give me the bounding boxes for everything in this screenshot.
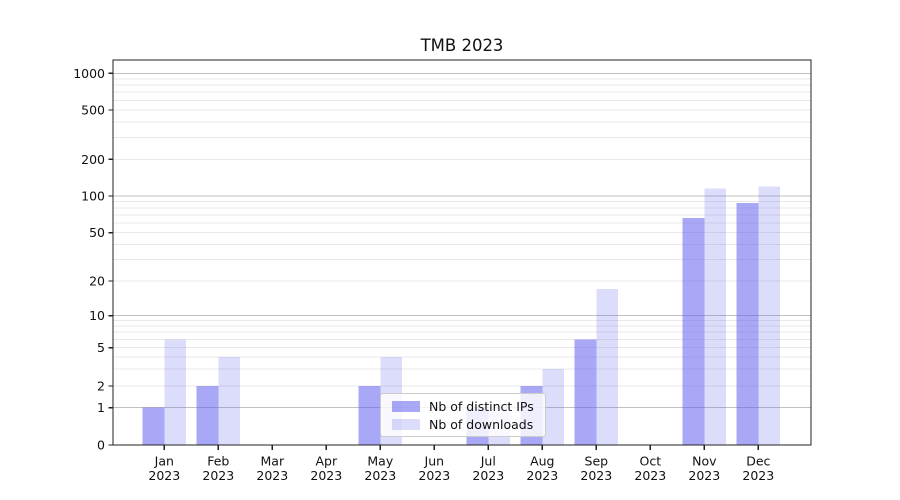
axis-frame bbox=[112, 59, 812, 446]
x-tick-label-year: 2023 bbox=[148, 468, 180, 483]
x-tick-label-year: 2023 bbox=[256, 468, 288, 483]
legend-item-distinct-ips: Nb of distinct IPs bbox=[392, 399, 539, 414]
bar-ips-jan bbox=[142, 407, 165, 445]
x-tick-label-year: 2023 bbox=[202, 468, 234, 483]
y-tick-label: 20 bbox=[89, 274, 105, 289]
legend: Nb of distinct IPs Nb of downloads bbox=[380, 393, 546, 437]
x-tick-label-year: 2023 bbox=[742, 468, 774, 483]
x-tick-label-month: Dec bbox=[746, 454, 770, 469]
y-tick-label: 10 bbox=[89, 308, 105, 323]
x-tick-label-year: 2023 bbox=[526, 468, 558, 483]
x-tick-label-month: Nov bbox=[692, 454, 717, 469]
y-tick-label: 500 bbox=[81, 103, 105, 118]
bar-ips-feb bbox=[196, 386, 219, 445]
x-tick-label-month: Aug bbox=[530, 454, 554, 469]
x-tick-label-year: 2023 bbox=[580, 468, 612, 483]
x-tick-label-year: 2023 bbox=[688, 468, 720, 483]
x-tick-label-year: 2023 bbox=[364, 468, 396, 483]
bar-ips-sep bbox=[574, 339, 597, 445]
x-tick-label-year: 2023 bbox=[418, 468, 450, 483]
bar-downloads-feb bbox=[218, 357, 240, 445]
x-tick-label-month: Apr bbox=[315, 454, 337, 469]
y-tick-label: 1000 bbox=[73, 66, 105, 81]
y-tick-label: 0 bbox=[97, 438, 105, 453]
legend-label-distinct-ips: Nb of distinct IPs bbox=[429, 398, 534, 414]
legend-item-downloads: Nb of downloads bbox=[392, 417, 539, 432]
x-tick-label-month: Sep bbox=[585, 454, 609, 469]
legend-label-downloads: Nb of downloads bbox=[429, 416, 534, 432]
bar-ips-dec bbox=[736, 202, 759, 445]
bar-downloads-dec bbox=[758, 186, 780, 446]
y-tick-label: 50 bbox=[89, 225, 105, 240]
bar-downloads-sep bbox=[596, 289, 618, 445]
bar-downloads-nov bbox=[704, 188, 726, 445]
bar-ips-may bbox=[358, 386, 381, 445]
bar-downloads-jan bbox=[164, 339, 186, 445]
bar-ips-nov bbox=[682, 218, 705, 445]
y-tick-label: 100 bbox=[81, 189, 105, 204]
x-tick-label-month: Jul bbox=[480, 454, 496, 469]
x-tick-label-year: 2023 bbox=[472, 468, 504, 483]
legend-swatch-downloads bbox=[392, 418, 420, 430]
bar-downloads-aug bbox=[542, 369, 564, 445]
y-tick-label: 1 bbox=[97, 400, 105, 415]
y-tick-label: 200 bbox=[81, 152, 105, 167]
x-tick-label-month: Jun bbox=[424, 454, 445, 469]
x-tick-label-year: 2023 bbox=[310, 468, 342, 483]
x-tick-label-month: May bbox=[367, 454, 393, 469]
x-tick-label-month: Oct bbox=[639, 454, 661, 469]
y-tick-label: 2 bbox=[97, 379, 105, 394]
x-tick-label-year: 2023 bbox=[634, 468, 666, 483]
chart-title: TMB 2023 bbox=[420, 36, 504, 55]
x-tick-label-month: Jan bbox=[154, 454, 174, 469]
legend-swatch-distinct-ips bbox=[392, 400, 420, 412]
x-tick-label-month: Mar bbox=[261, 454, 285, 469]
y-tick-label: 5 bbox=[97, 340, 105, 355]
x-tick-label-month: Feb bbox=[207, 454, 229, 469]
